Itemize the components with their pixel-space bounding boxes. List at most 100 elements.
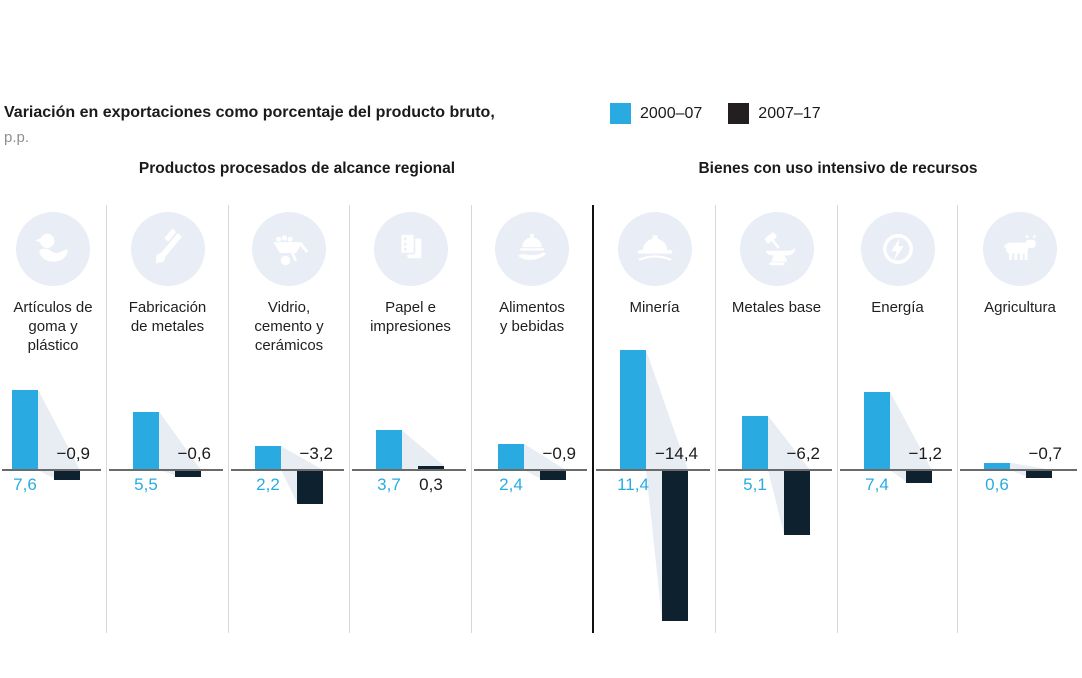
value-label-2007-17: −1,2	[908, 444, 942, 463]
axis-baseline	[231, 469, 344, 471]
icon-circle	[373, 212, 448, 286]
axis-baseline	[474, 469, 587, 471]
value-label-2000-07: 2,4	[499, 475, 523, 494]
icon-circle	[983, 212, 1057, 286]
category-column-anvil-hammer: Metales base 5,1 −6,2	[716, 205, 838, 633]
axis-baseline	[352, 469, 466, 471]
axis-baseline	[840, 469, 952, 471]
value-label-2000-07: 7,6	[13, 475, 37, 494]
bar-2007-17	[1026, 470, 1052, 478]
icon-circle	[495, 212, 569, 286]
value-label-2007-17: −14,4	[654, 444, 698, 463]
change-wedge	[524, 443, 566, 479]
category-column-energy-bolt: Energía 7,4 −1,2	[838, 205, 958, 633]
bar-2007-17	[784, 470, 810, 536]
bar-2000-07	[498, 443, 524, 469]
value-label-2007-17: −6,2	[786, 444, 820, 463]
axis-baseline	[960, 469, 1077, 471]
legend-item-2000-07: 2000–07	[610, 103, 702, 124]
cow-icon	[1004, 234, 1036, 260]
category-column-caliper: Fabricación de metales 5,5 −0,6	[107, 205, 229, 633]
axis-baseline	[718, 469, 832, 471]
category-label: Vidrio, cemento y cerámicos	[254, 299, 324, 354]
category-label: Artículos de goma y plástico	[13, 299, 93, 354]
bar-2000-07	[376, 430, 402, 469]
category-label: Fabricación de metales	[128, 299, 207, 335]
bar-2000-07	[620, 349, 646, 469]
rubber-duck-icon	[35, 233, 68, 262]
bar-2007-17	[540, 470, 566, 480]
category-label: Metales base	[731, 299, 822, 316]
axis-baseline	[596, 469, 710, 471]
change-wedge	[646, 349, 688, 620]
value-label-2007-17: −0,7	[1028, 444, 1062, 463]
change-wedge	[159, 411, 201, 476]
paper-sheets-icon	[399, 233, 421, 259]
value-label-2007-17: −0,9	[542, 444, 576, 463]
bar-2000-07	[864, 391, 890, 469]
bar-2007-17	[54, 470, 80, 480]
legend-swatch-dark	[728, 103, 750, 124]
category-label: Alimentos y bebidas	[499, 299, 565, 335]
change-wedge	[768, 415, 810, 534]
axis-baseline	[109, 469, 223, 471]
icon-circle	[252, 212, 326, 286]
value-label-2007-17: −0,6	[177, 444, 211, 463]
category-label: Minería	[629, 299, 680, 316]
bar-2007-17	[662, 470, 688, 621]
energy-bolt-icon	[882, 234, 913, 264]
bar-2000-07	[742, 415, 768, 469]
wheelbarrow-icon	[273, 235, 309, 266]
legend: 2000–07 2007–17	[610, 103, 821, 124]
bar-2007-17	[297, 470, 323, 504]
axis-baseline	[2, 469, 101, 471]
category-column-wheelbarrow: Vidrio, cemento y cerámicos 2,2 −3,2	[229, 205, 350, 633]
bar-2000-07	[133, 411, 159, 469]
chart-title: Variación en exportaciones como porcenta…	[4, 104, 495, 121]
category-label: Agricultura	[984, 299, 1056, 316]
value-label-2007-17: −3,2	[299, 444, 333, 463]
category-column-cow: Agricultura 0,6 −0,7	[958, 205, 1082, 633]
chart-unit-label: p.p.	[4, 129, 30, 146]
icon-circle	[739, 212, 814, 286]
change-wedge	[281, 446, 323, 503]
bar-2007-17	[906, 470, 932, 484]
mining-helmet-icon	[637, 235, 672, 261]
category-column-mining-helmet: Minería 11,4 −14,4	[594, 205, 716, 633]
legend-item-2007-17: 2007–17	[728, 103, 821, 124]
category-column-food-dish: Alimentos y bebidas 2,4 −0,9	[472, 205, 594, 633]
change-wedge	[402, 430, 444, 470]
value-label-2007-17: 0,3	[419, 475, 443, 494]
legend-label-2007-17: 2007–17	[758, 104, 821, 122]
food-dish-icon	[518, 233, 546, 261]
category-label: Energía	[871, 299, 924, 316]
change-wedge	[890, 391, 932, 482]
icon-circle	[130, 212, 205, 286]
value-label-2000-07: 0,6	[985, 475, 1009, 494]
anvil-hammer-icon	[764, 232, 795, 266]
group-header-regional-products: Productos procesados de alcance regional	[138, 160, 456, 177]
caliper-icon	[155, 229, 182, 264]
value-label-2000-07: 5,1	[743, 475, 767, 494]
change-wedge	[38, 389, 80, 479]
legend-swatch-blue	[610, 103, 631, 124]
value-label-2000-07: 3,7	[377, 475, 401, 494]
category-column-rubber-duck: Artículos de goma y plástico 7,6 −0,9	[0, 205, 107, 633]
bar-chart: Artículos de goma y plástico 7,6 −0,9 Fabrica…	[0, 205, 1082, 633]
value-label-2000-07: 7,4	[865, 475, 889, 494]
icon-circle	[860, 212, 935, 286]
icon-circle	[617, 212, 692, 286]
value-label-2000-07: 11,4	[617, 475, 649, 494]
bar-2007-17	[175, 470, 201, 477]
bar-2000-07	[12, 389, 38, 469]
value-label-2007-17: −0,9	[56, 444, 90, 463]
bar-2000-07	[255, 446, 281, 469]
icon-circle	[16, 212, 90, 286]
group-header-resource-goods: Bienes con uso intensivo de recursos	[698, 160, 978, 177]
bar-2000-07	[984, 462, 1010, 469]
category-label: Papel e impresiones	[370, 299, 451, 335]
bar-2007-17	[418, 465, 444, 469]
value-label-2000-07: 2,2	[256, 475, 280, 494]
change-wedge	[1010, 462, 1052, 477]
